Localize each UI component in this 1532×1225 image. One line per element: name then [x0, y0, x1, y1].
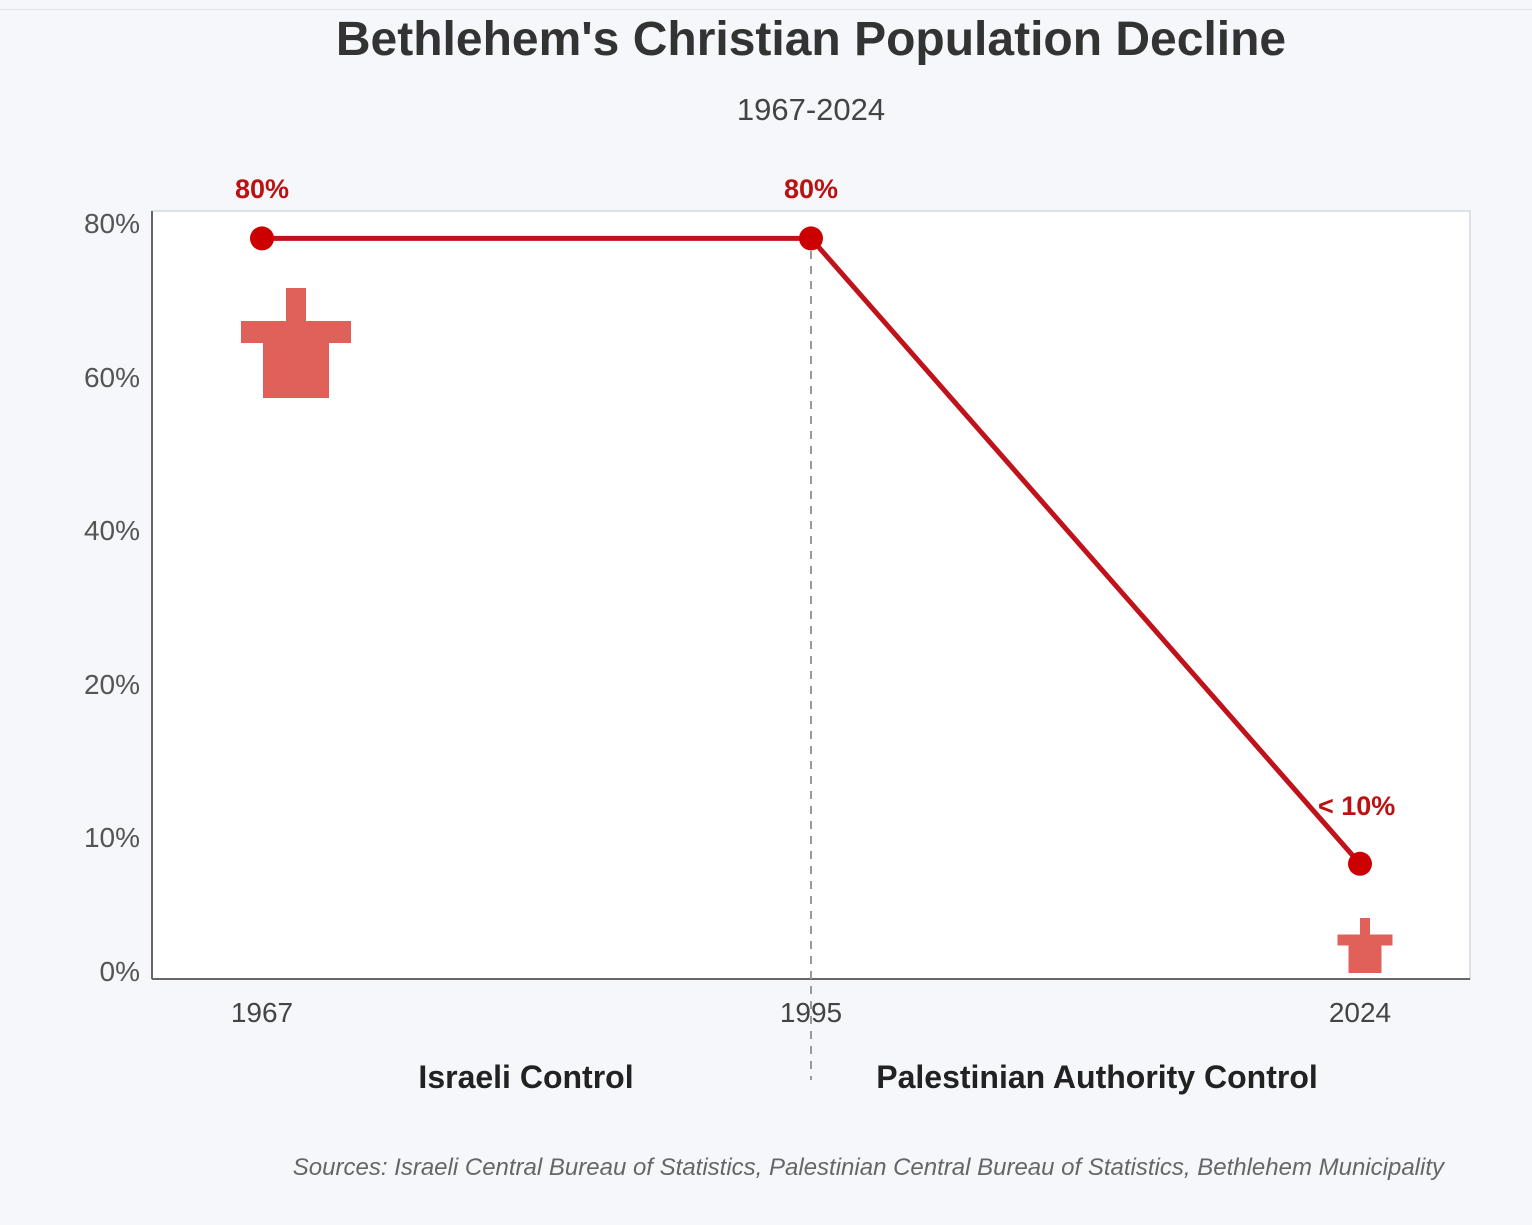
top-divider [0, 9, 1532, 10]
region-label-palestinian: Palestinian Authority Control [876, 1059, 1318, 1095]
data-point [799, 226, 823, 251]
data-label: 80% [235, 174, 289, 204]
x-tick-label: 1967 [231, 997, 293, 1028]
x-tick-label: 2024 [1329, 997, 1391, 1028]
data-point [250, 226, 274, 251]
y-tick-label: 20% [84, 669, 140, 700]
chart-title: Bethlehem's Christian Population Decline [335, 13, 1287, 66]
chart-subtitle: 1967-2024 [736, 92, 886, 127]
x-tick-label: 1995 [780, 997, 842, 1028]
cross-icon [241, 288, 351, 398]
y-tick-label: 0% [100, 956, 140, 987]
y-tick-label: 40% [84, 515, 140, 546]
y-tick-label: 80% [84, 208, 140, 239]
cross-icon [1337, 918, 1393, 973]
data-label: 80% [784, 174, 838, 204]
region-label-israeli: Israeli Control [418, 1059, 633, 1095]
data-label: < 10% [1318, 791, 1395, 821]
y-tick-label: 10% [84, 822, 140, 853]
sources-note: Sources: Israeli Central Bureau of Stati… [292, 1154, 1444, 1181]
data-point [1348, 851, 1372, 876]
y-tick-label: 60% [84, 362, 140, 393]
